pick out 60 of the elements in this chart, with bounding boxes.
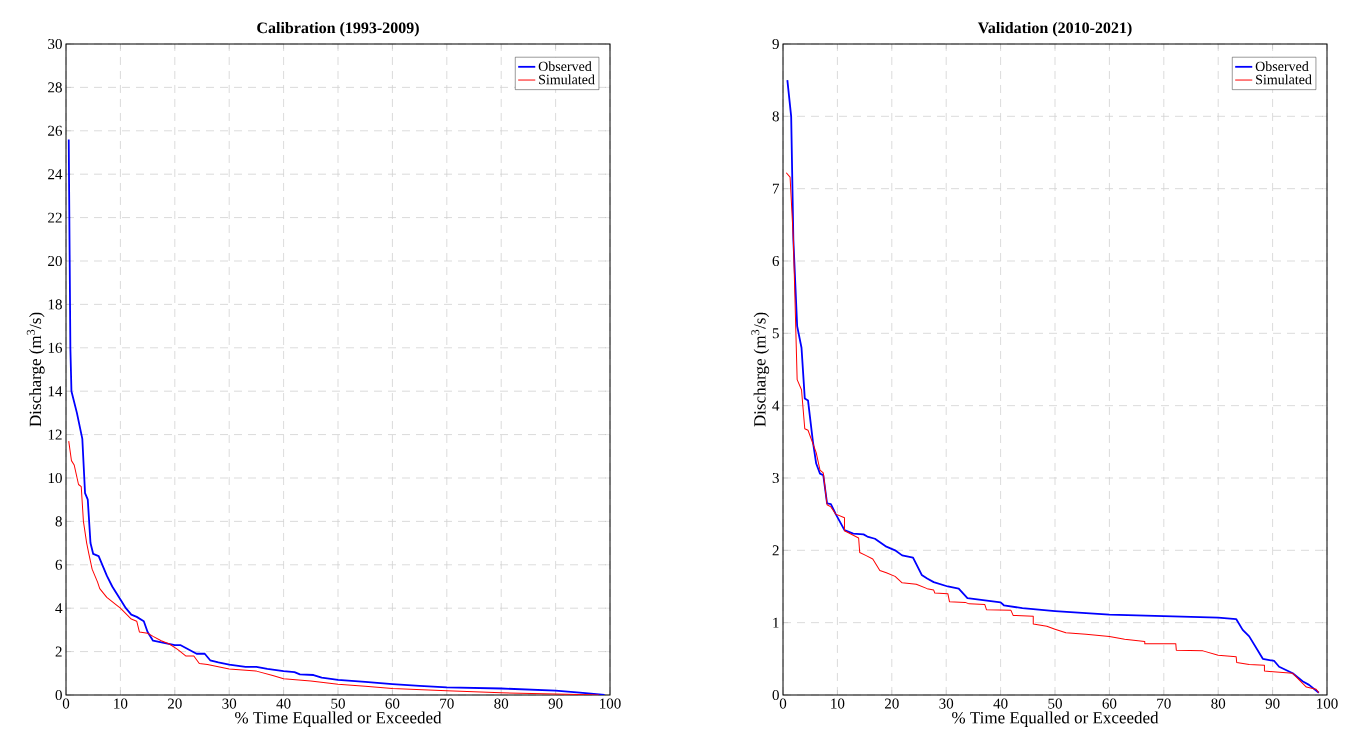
chart-title: Validation (2010-2021) [977,21,1132,37]
x-tick-label: 40 [993,698,1008,709]
y-tick-label: 26 [48,125,63,136]
y-tick-label: 2 [55,646,62,657]
y-tick-label: 1 [773,617,779,628]
y-tick-label: 14 [48,386,63,397]
y-tick-label: 6 [772,255,780,267]
chart-title: Calibration (1993-2009) [257,21,419,37]
legend-label: Observed [1255,61,1309,72]
x-tick-label: 100 [600,698,621,709]
x-tick-label: 10 [831,698,845,709]
x-tick-label: 40 [276,698,291,709]
legend-label: Simulated [1256,74,1312,85]
x-tick-label: 80 [494,698,509,709]
x-tick-label: 60 [1102,698,1117,709]
x-tick-label: 100 [1317,698,1338,709]
x-tick-label: 50 [1048,698,1062,709]
y-tick-label: 6 [55,559,63,570]
legend-label: Simulated [539,74,595,85]
x-tick-label: 0 [779,698,787,709]
y-tick-label: 2 [772,545,779,556]
x-tick-label: 60 [385,698,400,709]
y-tick-label: 18 [48,299,62,310]
y-tick-label: 4 [55,603,63,614]
y-tick-label: 28 [48,82,62,93]
line-series [68,440,600,695]
x-tick-label: 30 [222,698,237,709]
y-tick-label: 16 [48,342,63,353]
y-tick-label: 8 [772,111,779,122]
x-tick-label: 0 [62,698,70,709]
x-axis-title: % Time Equalled or Exceeded [235,711,442,727]
x-tick-label: 80 [1211,698,1226,709]
y-tick-label: 7 [772,183,780,194]
x-tick-label: 70 [440,698,454,709]
y-tick-label: 3 [772,472,779,484]
y-tick-label: 24 [48,169,63,180]
y-tick-label: 10 [48,472,62,484]
x-tick-label: 20 [167,698,182,709]
x-axis-title: % Time Equalled or Exceeded [952,711,1159,727]
y-tick-label: 12 [48,429,62,440]
x-tick-label: 10 [114,698,128,709]
y-tick-label: 9 [772,38,779,50]
y-tick-label: 30 [48,38,62,50]
x-tick-label: 20 [884,698,899,709]
y-axis-title: Discharge (m$^{3}$/s) [751,312,770,427]
x-tick-label: 30 [939,698,954,709]
y-tick-label: 20 [48,255,62,267]
x-tick-label: 70 [1157,698,1171,709]
x-tick-label: 90 [548,698,563,709]
y-tick-label: 8 [55,516,62,527]
y-tick-label: 0 [772,689,779,701]
y-axis-title: Discharge (m$^{3}$/s) [26,312,45,427]
x-tick-label: 90 [1265,698,1280,709]
y-tick-label: 0 [55,689,62,701]
legend-label: Observed [538,61,592,72]
y-tick-label: 22 [48,212,62,223]
x-tick-label: 50 [331,698,345,709]
y-tick-label: 4 [772,400,780,411]
y-tick-label: 5 [772,328,779,339]
line-series [785,172,1320,694]
